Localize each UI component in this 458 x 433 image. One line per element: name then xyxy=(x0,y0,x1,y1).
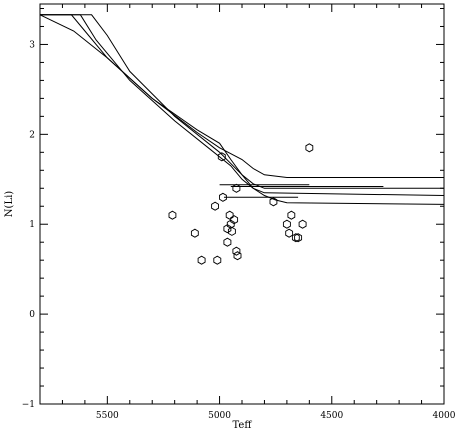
model-curves xyxy=(39,14,445,205)
data-point xyxy=(213,255,222,265)
model-curve xyxy=(40,14,445,196)
data-point xyxy=(190,228,199,238)
data-point xyxy=(230,215,239,225)
model-curve xyxy=(40,14,444,189)
model-curve xyxy=(39,14,444,178)
y-tick-label: 3 xyxy=(29,40,35,50)
data-point xyxy=(291,233,300,243)
y-axis-label: N(Li) xyxy=(4,191,15,217)
x-tick-label: 4000 xyxy=(433,411,456,421)
data-point xyxy=(168,210,177,220)
data-point xyxy=(232,246,241,256)
y-tick-label: −1 xyxy=(22,400,35,410)
data-point xyxy=(269,197,278,207)
model-curve xyxy=(40,14,445,205)
data-point xyxy=(217,152,226,162)
y-tick-label: 1 xyxy=(29,220,35,230)
x-tick-label: 4500 xyxy=(320,411,343,421)
data-point xyxy=(287,210,296,220)
data-point xyxy=(298,219,307,229)
x-tick-label: 5500 xyxy=(96,411,119,421)
data-point xyxy=(232,183,241,193)
y-tick-label: 0 xyxy=(29,310,35,320)
data-point xyxy=(223,224,232,234)
x-axis-label: Teff xyxy=(233,420,253,431)
x-axis-ticks: 5500 5000 4500 4000 xyxy=(39,4,456,421)
data-point xyxy=(225,210,234,220)
data-point xyxy=(294,233,303,243)
data-point xyxy=(223,237,232,247)
x-tick-label: 5000 xyxy=(208,411,231,421)
data-point xyxy=(305,143,314,153)
data-point xyxy=(219,192,227,202)
data-point xyxy=(211,201,219,211)
y-tick-label: 2 xyxy=(29,130,35,140)
y-axis-ticks: −1 0 1 2 3 xyxy=(22,7,444,410)
data-point xyxy=(227,226,236,236)
data-point xyxy=(282,219,291,229)
data-point xyxy=(197,255,206,265)
data-point xyxy=(233,251,242,261)
data-point xyxy=(285,228,294,238)
data-points xyxy=(168,143,314,265)
